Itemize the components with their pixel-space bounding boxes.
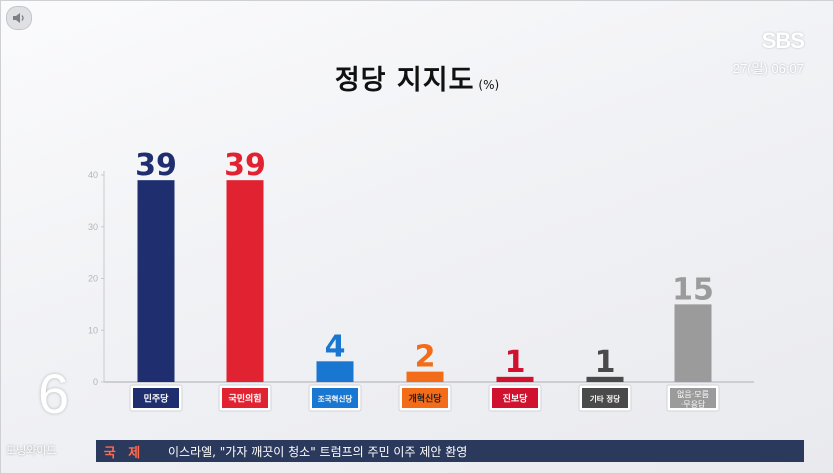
broadcast-clock: 27(일) 06:07 <box>732 61 804 76</box>
category-label: 국민의힘 <box>228 393 261 405</box>
program-name: 모닝와이드 <box>6 444 57 457</box>
bar-value-label: 1 <box>505 345 526 380</box>
ticker-category: 국 제 <box>103 445 145 461</box>
program-number: 6 <box>38 362 70 425</box>
category-label: 민주당 <box>144 393 170 405</box>
category-badge <box>492 388 538 408</box>
mute-toggle-button[interactable] <box>6 6 32 30</box>
bar <box>226 180 264 382</box>
bar <box>674 304 712 382</box>
bar <box>586 376 624 382</box>
category-label: ·무응답 <box>681 399 706 409</box>
bar-value-label: 1 <box>595 345 616 380</box>
category-label: 없음·모름 <box>677 390 709 399</box>
bar <box>137 180 175 382</box>
category-badge <box>222 388 268 408</box>
category-label: 진보당 <box>503 393 529 405</box>
channel-logo: SBS <box>761 28 805 53</box>
y-tick-label: 40 <box>88 170 98 180</box>
bar-value-label: 4 <box>325 329 346 364</box>
bar <box>406 371 444 382</box>
y-tick-label: 0 <box>93 377 98 387</box>
category-label: 기타 정당 <box>590 394 620 404</box>
chart-title-wrap: 정당 지지도 (%) <box>0 58 834 97</box>
category-label: 개혁신당 <box>408 393 442 405</box>
y-tick-label: 20 <box>88 274 98 284</box>
bar-value-label: 39 <box>135 148 177 183</box>
category-badge <box>133 388 179 408</box>
category-badge <box>312 388 358 408</box>
category-badge <box>670 388 716 408</box>
y-tick-label: 10 <box>88 325 98 335</box>
news-ticker: 국 제 이스라엘, "가자 깨끗이 청소" 트럼프의 주민 이주 제안 환영 <box>96 440 804 462</box>
category-label: 조국혁신당 <box>318 394 353 404</box>
bar <box>316 361 354 382</box>
bar-value-label: 2 <box>415 340 436 375</box>
ticker-headline: 이스라엘, "가자 깨끗이 청소" 트럼프의 주민 이주 제안 환영 <box>168 444 468 459</box>
chart-unit: (%) <box>478 78 500 92</box>
speaker-icon <box>13 13 24 23</box>
bar-value-label: 39 <box>224 148 266 183</box>
chart-title: 정당 지지도 <box>334 65 475 96</box>
category-badge <box>402 388 448 408</box>
category-badge <box>582 388 628 408</box>
bar <box>496 376 534 382</box>
bar-value-label: 15 <box>672 272 714 307</box>
y-tick-label: 30 <box>88 222 98 232</box>
